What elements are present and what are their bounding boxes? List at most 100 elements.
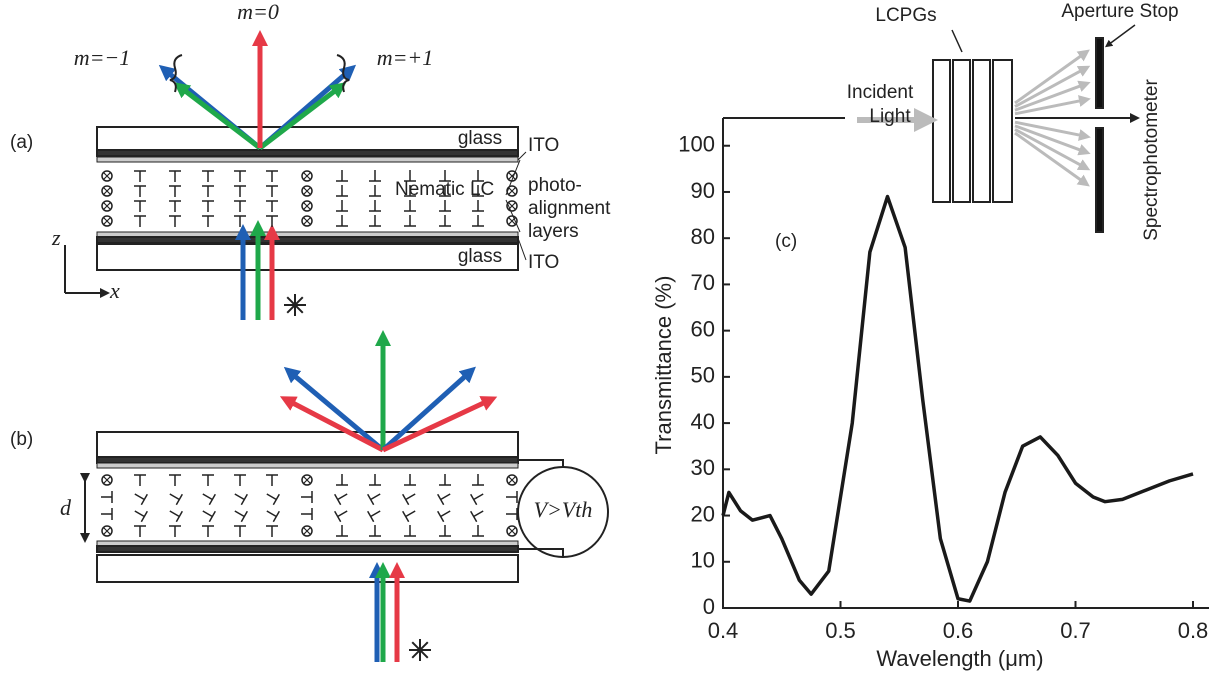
grating — [972, 59, 991, 203]
light-ray — [283, 366, 385, 452]
axis-icon-label: z — [51, 225, 61, 250]
lc-molecule — [101, 170, 113, 182]
lc-molecule — [234, 185, 246, 197]
layer-label: alignment — [528, 198, 611, 219]
lc-molecule — [508, 476, 516, 484]
lc-molecule — [506, 491, 518, 503]
glass — [96, 554, 519, 583]
glass — [96, 431, 519, 458]
lc-molecule — [202, 200, 214, 212]
thickness-label: d — [60, 495, 72, 520]
light-ray — [381, 396, 498, 453]
lc-molecule — [134, 525, 146, 537]
lc-molecule — [301, 200, 313, 212]
lc-molecule — [301, 185, 313, 197]
lc-molecule — [101, 200, 113, 212]
lc-molecule — [472, 185, 484, 197]
lc-molecule — [506, 170, 518, 182]
lc-molecule — [472, 215, 484, 227]
lc-molecule — [266, 185, 278, 197]
lc-molecule — [404, 200, 416, 212]
diffracted-arrow — [1014, 95, 1091, 116]
x-axis-label: Wavelength (μm) — [876, 646, 1043, 671]
ito — [96, 545, 519, 553]
lc-molecule — [301, 525, 313, 537]
lc-molecule — [404, 525, 416, 537]
lc-molecule — [301, 508, 313, 520]
lc-molecule — [134, 215, 146, 227]
alignment-layer — [96, 462, 519, 469]
lc-molecule — [202, 525, 214, 537]
layer-label: glass — [458, 128, 502, 149]
lc-molecule — [234, 493, 248, 506]
axes-frame — [722, 117, 1209, 609]
lc-molecule — [472, 525, 484, 537]
x-tick-label: 0.6 — [943, 618, 974, 643]
lc-molecule — [266, 170, 278, 182]
layer-label: ITO — [528, 135, 559, 156]
panel-label: (c) — [775, 231, 797, 252]
lc-molecule — [103, 217, 111, 225]
lc-molecule — [334, 493, 348, 506]
lc-molecule — [402, 510, 416, 523]
lc-molecule — [508, 172, 516, 180]
aperture — [1095, 37, 1104, 109]
layer-label: photo- — [528, 175, 582, 196]
lc-molecule — [202, 215, 214, 227]
line-series — [721, 194, 1194, 603]
wire — [518, 459, 564, 557]
lc-molecule — [169, 185, 181, 197]
lc-molecule — [472, 170, 484, 182]
lc-molecule — [367, 510, 381, 523]
y-tick-label: 80 — [691, 224, 715, 249]
lc-molecule — [439, 200, 451, 212]
lc-molecule — [266, 510, 280, 523]
lc-molecule — [508, 217, 516, 225]
y-tick-label: 50 — [691, 363, 715, 388]
lc-molecule — [508, 202, 516, 210]
leader — [505, 151, 527, 261]
lc-molecule — [234, 215, 246, 227]
lc-molecule — [266, 493, 280, 506]
lc-molecule — [336, 525, 348, 537]
x-tick-label: 0.8 — [1178, 618, 1209, 643]
lc-molecule — [202, 474, 214, 486]
lc-molecule — [367, 493, 381, 506]
lc-molecule — [303, 202, 311, 210]
lc-molecule — [103, 476, 111, 484]
order-label: m=−1 — [74, 45, 131, 70]
lc-molecule — [303, 527, 311, 535]
lc-molecule — [103, 202, 111, 210]
lc-molecule — [266, 474, 278, 486]
lc-molecule — [266, 215, 278, 227]
lc-molecule — [103, 527, 111, 535]
grating — [952, 59, 971, 203]
lc-molecule — [437, 510, 451, 523]
inset-label: Light — [869, 106, 911, 127]
y-tick-label: 20 — [691, 501, 715, 526]
grating — [932, 59, 951, 203]
lc-molecule — [101, 474, 113, 486]
source-icon — [411, 641, 429, 659]
y-tick-label: 10 — [691, 548, 715, 573]
light-ray — [173, 82, 262, 150]
lc-molecule — [301, 491, 313, 503]
light-ray — [381, 366, 476, 452]
lc-molecule — [369, 525, 381, 537]
lc-molecule — [202, 170, 214, 182]
lc-molecule — [202, 510, 216, 523]
ito — [96, 149, 519, 157]
lc-molecule — [103, 172, 111, 180]
y-tick-label: 40 — [691, 409, 715, 434]
lc-molecule — [472, 474, 484, 486]
panel-label: (a) — [10, 132, 33, 153]
lc-molecule — [508, 527, 516, 535]
lc-molecule — [303, 187, 311, 195]
ito — [96, 456, 519, 464]
x-tick-label: 0.5 — [825, 618, 856, 643]
lc-molecule — [369, 474, 381, 486]
lc-molecule — [470, 493, 484, 506]
lc-molecule — [506, 185, 518, 197]
light-ray — [258, 82, 347, 150]
lc-molecule — [404, 185, 416, 197]
